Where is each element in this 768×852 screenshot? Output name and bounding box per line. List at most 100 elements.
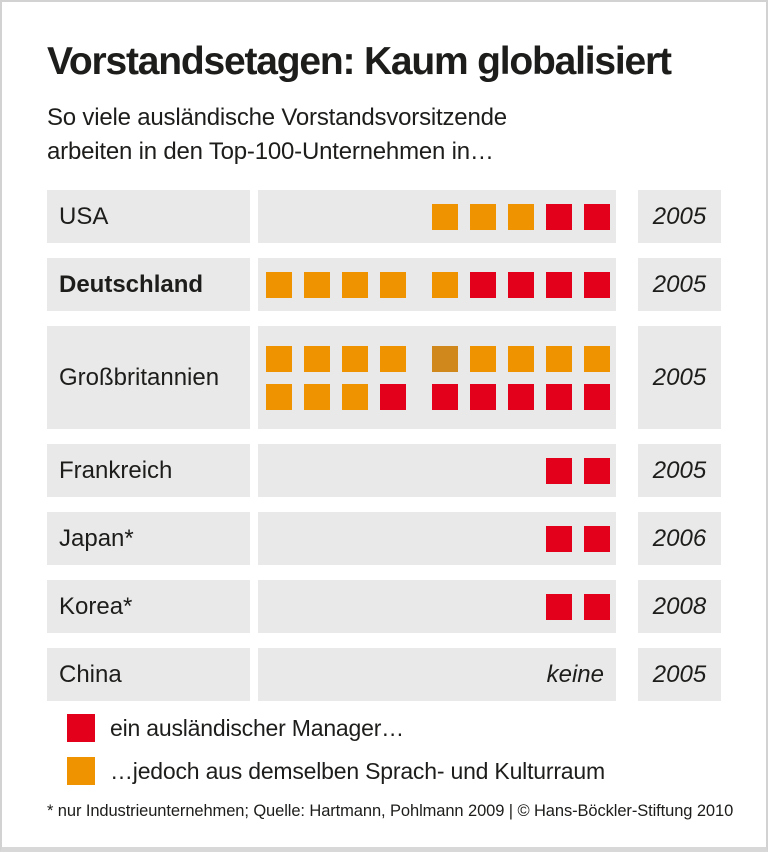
country-label: Deutschland [59,270,204,298]
square-group [432,345,610,372]
legend: ein ausländischer Manager… …jedoch aus d… [67,714,721,785]
square-group [432,271,610,298]
unit-square-red [432,383,458,410]
year-label: 2005 [638,444,721,497]
unit-square-orange [432,203,458,230]
country-row-grobritannien: Großbritannien 2005 [47,326,721,429]
unit-square-orange [342,271,368,298]
square-line [266,383,610,410]
unit-square-red [584,457,610,484]
square-group [546,525,610,552]
subtitle-line-1: So viele ausländische Vorstandsvorsitzen… [47,104,507,131]
square-line [432,203,610,230]
year-label: 2008 [638,580,721,633]
unit-square-orange [266,345,292,372]
square-group [546,593,610,620]
unit-square-red [470,271,496,298]
source-note: * nur Industrieunternehmen; Quelle: Hart… [47,802,734,820]
year-label: 2005 [638,258,721,311]
year-label: 2006 [638,512,721,565]
squares-cell [258,258,616,311]
year-label: 2005 [638,190,721,243]
squares-cell: keine [258,648,616,701]
country-label-cell: USA [47,190,250,243]
unit-square-red [584,383,610,410]
unit-square-orange [508,345,534,372]
unit-square-red [380,383,406,410]
country-label-cell: China [47,648,250,701]
unit-square-dark-orange [432,345,458,372]
unit-square-orange [470,203,496,230]
no-entry-note: keine [546,660,604,688]
unit-square-orange [266,383,292,410]
unit-square-orange [304,345,330,372]
unit-square-orange [508,203,534,230]
content-area: Vorstandsetagen: Kaum globalisiert So vi… [2,2,766,821]
square-group [266,271,406,298]
country-row-korea: Korea* 2008 [47,580,721,633]
unit-square-red [508,271,534,298]
unit-square-red [470,383,496,410]
square-line [546,593,610,620]
unit-square-orange [342,345,368,372]
year-label: 2005 [638,326,721,429]
legend-label: …jedoch aus demselben Sprach- und Kultur… [110,757,605,784]
subtitle-line-2: arbeiten in den Top-100-Unternehmen in… [47,138,494,165]
unit-square-orange [380,345,406,372]
unit-square-orange [304,271,330,298]
square-group [546,457,610,484]
country-label-cell: Frankreich [47,444,250,497]
country-label: Großbritannien [59,363,220,391]
country-row-usa: USA 2005 [47,190,721,243]
country-label: Frankreich [59,456,173,484]
unit-square-orange [584,345,610,372]
red-square-swatch [67,714,95,742]
country-label-cell: Japan* [47,512,250,565]
legend-item-foreign-manager: ein ausländischer Manager… [67,714,721,742]
orange-square-swatch [67,757,95,785]
squares-cell [258,580,616,633]
country-row-japan: Japan* 2006 [47,512,721,565]
country-row-deutschland: Deutschland 2005 [47,258,721,311]
year-label: 2005 [638,648,721,701]
squares-cell [258,512,616,565]
country-label-cell: Deutschland [47,258,250,311]
unit-square-orange [266,271,292,298]
country-label-cell: Korea* [47,580,250,633]
square-group [432,383,610,410]
country-label: Japan* [59,524,134,552]
unit-square-orange [304,383,330,410]
square-line [546,525,610,552]
unit-square-red [546,203,572,230]
legend-label: ein ausländischer Manager… [110,714,404,741]
unit-square-red [546,383,572,410]
unit-square-orange [546,345,572,372]
square-line [546,457,610,484]
square-line [266,345,610,372]
unit-square-red [546,593,572,620]
country-row-china: China keine 2005 [47,648,721,701]
country-label: USA [59,202,109,230]
square-group [432,203,610,230]
unit-square-orange [432,271,458,298]
unit-square-red [584,203,610,230]
country-row-frankreich: Frankreich 2005 [47,444,721,497]
country-label: China [59,660,122,688]
chart-rows: USA 2005 Deutschland 2005 Großbritannien… [47,190,721,701]
page-title: Vorstandsetagen: Kaum globalisiert [47,40,672,83]
unit-square-red [546,457,572,484]
unit-square-red [546,525,572,552]
unit-square-red [584,593,610,620]
squares-cell [258,190,616,243]
squares-cell [258,444,616,497]
unit-square-orange [470,345,496,372]
unit-square-red [546,271,572,298]
square-group [266,345,406,372]
squares-cell [258,326,616,429]
unit-square-orange [342,383,368,410]
country-label-cell: Großbritannien [47,326,250,429]
subtitle: So viele ausländische Vorstandsvorsitzen… [47,101,721,169]
square-line [266,271,610,298]
legend-item-same-culture: …jedoch aus demselben Sprach- und Kultur… [67,757,721,785]
